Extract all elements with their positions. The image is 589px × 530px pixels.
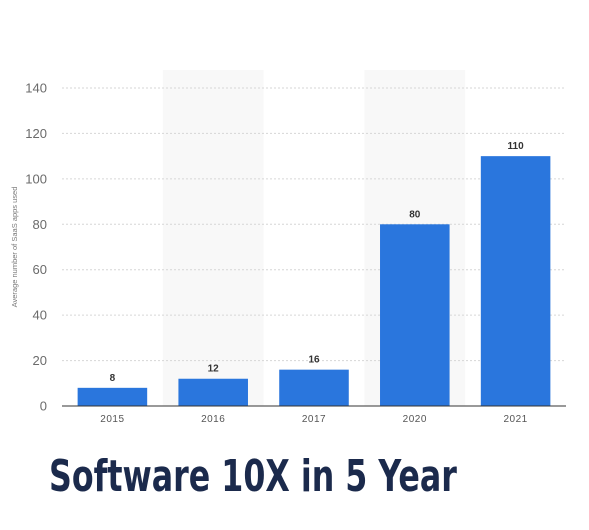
headline: Software 10X in 5 Year [49,451,457,502]
data-label: 12 [208,364,220,375]
x-tick-label: 2016 [201,414,225,425]
y-tick-label: 120 [25,126,47,141]
bar-2020 [380,224,450,406]
data-label: 16 [308,355,320,366]
bar-2015 [77,387,148,406]
x-tick-label: 2015 [100,414,124,425]
y-tick-label: 80 [33,217,47,232]
y-tick-label: 20 [33,353,47,368]
y-tick-label: 0 [40,399,47,414]
data-label: 110 [508,141,525,152]
column-band [162,70,264,406]
y-tick-label: 40 [33,308,47,323]
y-tick-label: 140 [25,81,47,96]
bar-chart: 0 20 40 60 80 100 120 140 8 12 16 80 110 2015 2016 20… [10,70,566,425]
y-axis-label: Average number of SaaS apps used [10,187,19,308]
bar-2016 [178,378,248,406]
bar-2021 [480,156,551,406]
y-tick-label: 60 [33,262,47,277]
x-tick-label: 2020 [403,414,427,425]
y-tick-label: 100 [25,171,47,186]
x-tick-label: 2021 [503,414,527,425]
data-label: 80 [409,209,421,220]
x-tick-label: 2017 [302,414,326,425]
bar-2017 [279,369,349,406]
data-label: 8 [110,373,116,384]
